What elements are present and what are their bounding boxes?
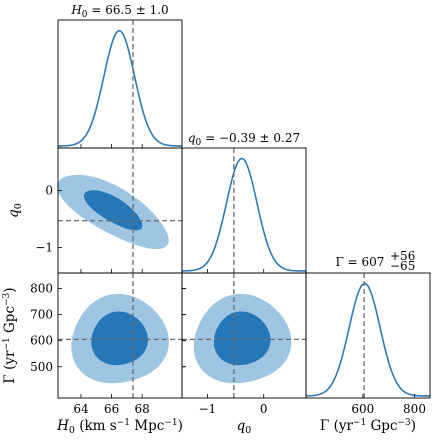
y-tick-label-Gamma: 500 <box>30 360 53 374</box>
contour-1sigma <box>91 311 148 366</box>
posterior-curve-q0 <box>181 157 306 272</box>
x-tick-label-q0: 0 <box>260 402 268 416</box>
contour-panel-H0-q0 <box>57 147 183 274</box>
y-tick-label-Gamma: 700 <box>30 308 53 322</box>
x-tick-label-H0: 66 <box>104 402 119 416</box>
contour-1sigma <box>213 311 271 366</box>
title-Gamma-err-minus: −65 <box>390 259 415 273</box>
x-tick-label-Gamma: 600 <box>351 402 374 416</box>
y-tick-label-Gamma: 800 <box>30 282 53 296</box>
title-Gamma-err-plus: +56 <box>390 249 415 263</box>
x-axis-label-q0: q0 <box>237 418 252 436</box>
y-axis-label-q0: q0 <box>6 203 24 218</box>
title-q0: q0 = −0.39 ± 0.27 <box>188 131 300 148</box>
x-tick-label-Gamma: 800 <box>403 402 426 416</box>
x-axis-label-H0: H0 (km s−1 Mpc−1) <box>56 418 183 436</box>
y-tick-label-Gamma: 600 <box>30 334 53 348</box>
panel-frame <box>57 19 183 149</box>
title-Gamma: Γ = 607 <box>336 255 385 269</box>
y-tick-label-q0: 0 <box>45 184 53 198</box>
contour-panel-H0-Gamma <box>57 272 183 399</box>
x-axis-label-Gamma: Γ (yr−1 Gpc−3) <box>320 418 416 434</box>
x-tick-label-H0: 64 <box>73 402 89 416</box>
contour-panel-q0-Gamma <box>181 272 307 399</box>
posterior-panel-H0 <box>57 19 183 149</box>
posterior-curve-H0 <box>57 29 182 147</box>
contour-1sigma <box>83 190 143 231</box>
posterior-panel-Gamma <box>305 272 431 399</box>
x-tick-label-q0: −1 <box>199 402 217 416</box>
panel-frame <box>181 272 307 399</box>
title-H0: H0 = 66.5 ± 1.0 <box>70 3 168 20</box>
y-axis-label-Gamma: Γ (yr−1 Gpc−3) <box>2 287 18 383</box>
x-tick-label-H0: 68 <box>135 402 150 416</box>
panel-frame <box>181 147 307 274</box>
y-tick-label-q0: −1 <box>35 240 53 254</box>
posterior-panel-q0 <box>181 147 307 274</box>
posterior-curve-Gamma <box>305 282 430 397</box>
panel-frame <box>305 272 431 399</box>
